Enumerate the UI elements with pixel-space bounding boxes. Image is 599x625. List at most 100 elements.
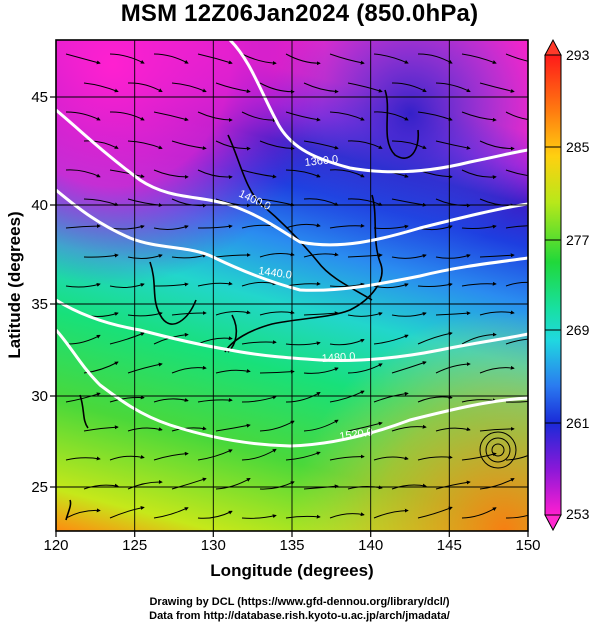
streamline [171, 82, 207, 93]
streamline [435, 82, 471, 93]
x-tick-label: 150 [515, 537, 540, 554]
streamline [285, 111, 321, 122]
streamline [303, 367, 339, 374]
colorbar-label: 293 [566, 47, 590, 63]
streamline [83, 361, 119, 374]
streamline [479, 82, 515, 93]
streamline [285, 451, 321, 461]
drawing-credit: Drawing by DCL (https://www.gfd-dennou.o… [149, 596, 450, 608]
streamline [391, 254, 427, 259]
streamline [461, 53, 497, 64]
cyclone-streamline [485, 437, 511, 463]
streamline [303, 198, 339, 206]
streamline [391, 424, 427, 432]
streamline [479, 140, 515, 151]
streamline [241, 111, 277, 123]
streamline [285, 223, 321, 229]
streamline [285, 341, 321, 346]
streamline [127, 140, 163, 150]
streamline [303, 140, 339, 150]
contour-label: 1480.0 [321, 351, 355, 365]
streamline [215, 310, 251, 316]
streamline [109, 395, 145, 403]
streamline [461, 111, 497, 122]
streamline [215, 368, 251, 374]
streamline [241, 514, 277, 519]
streamline [347, 198, 383, 206]
streamline [171, 477, 207, 490]
x-axis-tick-labels: 120 125 130 135 140 145 150 [43, 537, 540, 554]
streamline [435, 311, 471, 316]
streamline [65, 111, 101, 121]
x-tick-label: 145 [437, 537, 462, 554]
streamline [303, 82, 339, 94]
contour-label: 1440.0 [258, 265, 293, 282]
y-tick-label: 40 [31, 197, 48, 214]
data-source-credit: Data from http://database.rish.kyoto-u.a… [149, 610, 450, 622]
streamline [153, 111, 189, 122]
streamline [461, 224, 497, 230]
streamline [347, 312, 383, 317]
cyclone-streamline [491, 443, 505, 457]
streamline [241, 395, 277, 403]
streamline [303, 252, 339, 258]
streamline [83, 483, 119, 490]
streamline [241, 448, 277, 461]
streamline [347, 363, 383, 374]
streamline [65, 169, 101, 178]
colorbar-label: 253 [566, 506, 590, 522]
streamline [391, 361, 427, 374]
streamline [303, 311, 339, 316]
streamline [329, 111, 365, 121]
streamline [83, 140, 119, 149]
streamline [171, 253, 207, 259]
y-tick-label: 30 [31, 388, 48, 405]
streamline [479, 310, 515, 316]
streamline [153, 225, 189, 230]
colorbar-label: 261 [566, 415, 590, 431]
streamline [505, 281, 528, 287]
streamline [215, 252, 251, 258]
colorbar: 293 285 277 269 261 253 [544, 38, 590, 532]
streamline [285, 53, 321, 66]
streamline [373, 391, 409, 403]
streamline [83, 425, 119, 432]
streamline [347, 421, 383, 432]
streamline [303, 484, 339, 490]
colorbar-label: 277 [566, 232, 590, 248]
streamline [171, 365, 207, 374]
streamline [109, 505, 145, 519]
streamline [373, 224, 409, 230]
streamline [505, 400, 528, 403]
streamline [391, 483, 427, 490]
streamline [127, 427, 163, 432]
streamline [259, 140, 295, 151]
streamline [241, 340, 277, 345]
streamline [347, 82, 383, 93]
x-tick-label: 120 [43, 537, 68, 554]
streamline [109, 283, 145, 288]
streamline [83, 82, 119, 93]
map-title: MSM 12Z06Jan2024 (850.0hPa) [120, 0, 479, 27]
streamline [347, 485, 383, 490]
y-axis-title: Latitude (degrees) [5, 211, 24, 358]
streamline [391, 140, 427, 149]
streamline [329, 338, 365, 346]
streamline [65, 392, 101, 403]
streamline [479, 253, 515, 258]
streamline [215, 478, 251, 490]
streamline [435, 254, 471, 259]
geopotential-contours [56, 40, 528, 448]
streamline [435, 480, 471, 490]
streamline [127, 362, 163, 374]
streamline [65, 282, 101, 288]
streamline [285, 514, 321, 519]
streamline [153, 451, 189, 461]
streamline [153, 169, 189, 179]
streamline [197, 224, 233, 229]
streamline [109, 454, 145, 461]
streamline [285, 392, 321, 403]
streamline [461, 281, 497, 287]
streamline [83, 253, 119, 258]
streamline [215, 423, 251, 432]
